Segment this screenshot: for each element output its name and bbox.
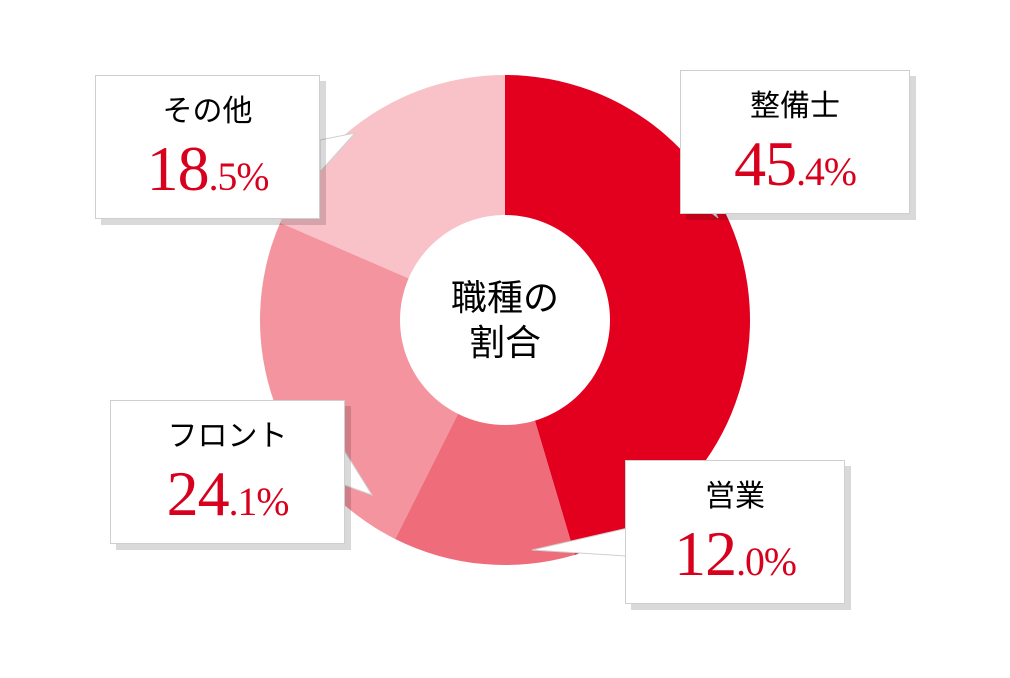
callout-box: 整備士45.4%	[680, 70, 910, 214]
callout-value: 12.0%	[674, 518, 796, 589]
callout-label: その他	[118, 86, 297, 130]
callout-label: フロント	[133, 411, 322, 455]
callout-value: 45.4%	[734, 128, 856, 199]
job-type-ratio-chart: 職種の 割合 整備士45.4%営業12.0%フロント24.1%その他18.5%	[0, 0, 1010, 678]
callout-value-fraction: .4%	[796, 150, 856, 194]
callout-box: 営業12.0%	[625, 460, 845, 604]
callout-value-fraction: .0%	[736, 540, 796, 584]
callout-label: 整備士	[703, 81, 887, 125]
pie-center-hole	[400, 215, 610, 425]
callout-label: 営業	[648, 471, 822, 515]
callout-value-integer: 12	[674, 518, 736, 589]
callout-value: 18.5%	[147, 133, 269, 204]
callout-value-integer: 45	[734, 128, 796, 199]
callout-value-integer: 24	[167, 458, 229, 529]
callout-value-fraction: .1%	[229, 480, 289, 524]
callout-value-fraction: .5%	[209, 155, 269, 199]
callout-value-integer: 18	[147, 133, 209, 204]
callout-box: その他18.5%	[95, 75, 320, 219]
callout-box: フロント24.1%	[110, 400, 345, 544]
callout-value: 24.1%	[167, 458, 289, 529]
